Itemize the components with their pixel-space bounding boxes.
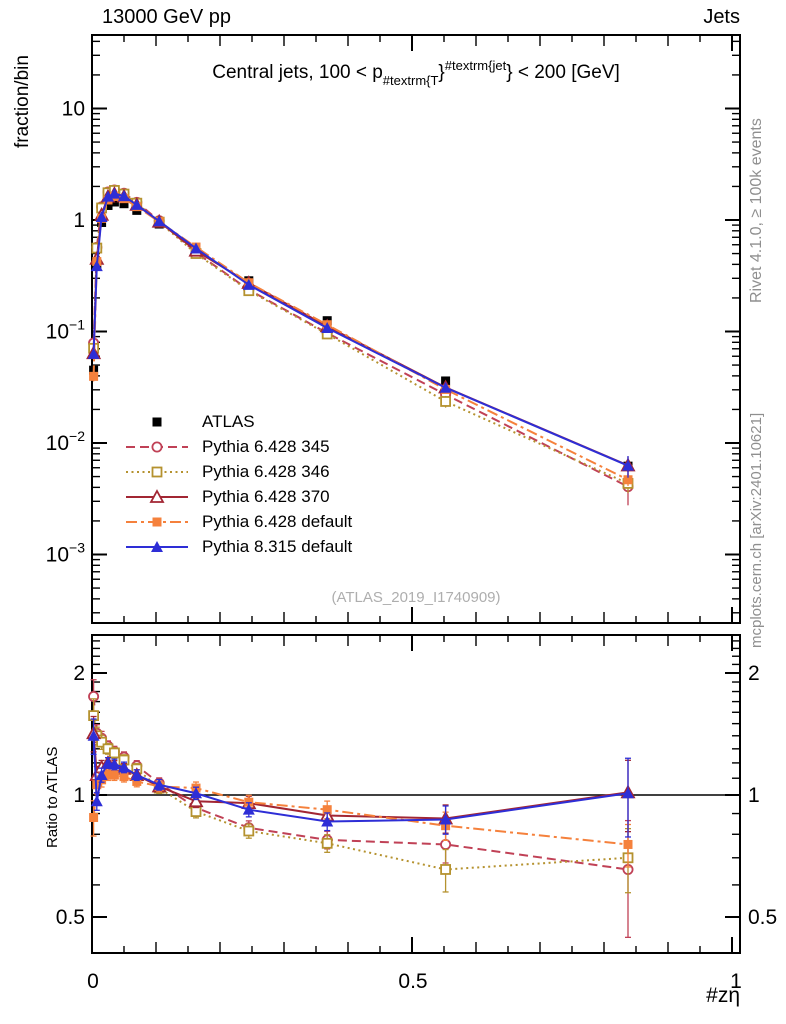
series-ratio-4 [87,718,634,838]
legend-marker-triangle-filled [126,540,188,552]
svg-text:10−2: 10−2 [46,428,86,455]
title-segment: #textrm{jet [444,58,507,73]
legend-marker-square-filled [152,417,162,426]
svg-text:10−3: 10−3 [46,540,86,567]
legend-marker-circle-open [126,441,188,452]
svg-text:1: 1 [748,784,760,807]
title-segment: Central jets, 100 < p [212,62,383,83]
x-axis-title: #zη [706,984,740,1007]
svg-text:0.5: 0.5 [398,970,427,993]
svg-text:2: 2 [73,662,85,685]
legend-item: Pythia 6.428 345 [124,434,352,459]
legend-item: Pythia 6.428 default [124,509,352,534]
legend-label: Pythia 6.428 default [202,511,353,531]
title-segment: } [438,62,445,83]
legend-item: Pythia 6.428 370 [124,484,352,509]
mcplots-reference-note: mcplots.cern.ch [arXiv:2401.10621] [748,412,765,648]
beam-energy-label: 13000 GeV pp [102,6,231,28]
svg-text:0: 0 [87,970,99,993]
legend: ATLAS Pythia 6.428 345 Pythia 6.428 346 Pyt… [124,409,352,559]
svg-text:1: 1 [730,970,742,993]
series-ratio-1 [88,698,634,894]
svg-text:1: 1 [73,209,85,232]
svg-text:1: 1 [73,784,85,807]
legend-label: ATLAS [202,411,255,431]
legend-marker-square-filled [126,517,188,526]
legend-label: Pythia 6.428 370 [202,486,330,506]
legend-marker-square-open [126,466,188,477]
process-label: Jets [703,6,740,28]
ratio-y-axis-title: Ratio to ATLAS [44,746,61,848]
legend-item: ATLAS [124,409,352,434]
svg-text:0.5: 0.5 [748,906,777,929]
svg-text:10: 10 [62,98,85,121]
svg-text:0.5: 0.5 [56,906,85,929]
legend-label: Pythia 6.428 345 [202,436,330,456]
analysis-id-watermark: (ATLAS_2019_I1740909) [331,589,501,606]
legend-item: Pythia 6.428 346 [124,459,352,484]
legend-label: Pythia 8.315 default [202,536,353,556]
series-ratio-0 [88,679,634,939]
legend-marker-triangle-open [126,488,188,503]
legend-label: Pythia 6.428 346 [202,461,330,481]
legend-item: Pythia 8.315 default [124,534,352,559]
svg-text:10−1: 10−1 [46,317,86,344]
title-segment: #textrm{T [382,73,439,88]
main-y-axis-title: fraction/bin [12,55,33,148]
series-main-4 [87,187,634,478]
title-segment: } < 200 [GeV] [506,62,620,83]
series-ratio-2 [86,715,636,834]
plot-title: Central jets, 100 < p#textrm{T}#textrm{j… [212,58,620,88]
svg-text:2: 2 [748,662,760,685]
series-ratio-3 [89,769,633,868]
rivet-version-note: Rivet 4.1.0, ≥ 100k events [748,118,765,303]
